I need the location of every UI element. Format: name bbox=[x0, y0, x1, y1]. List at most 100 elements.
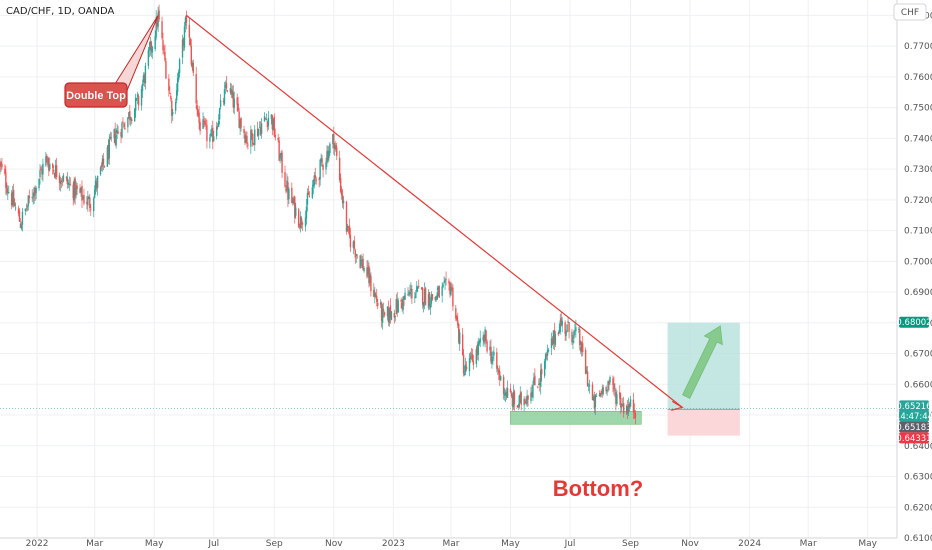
x-tick-label: May bbox=[145, 539, 164, 549]
candle-body bbox=[11, 192, 13, 206]
candle-body bbox=[13, 203, 16, 206]
trendline-arrowhead bbox=[671, 400, 684, 411]
candle-body bbox=[585, 370, 588, 373]
candle-body bbox=[205, 123, 207, 125]
candle-body bbox=[258, 126, 261, 128]
candle-body bbox=[525, 401, 527, 403]
candle-body bbox=[580, 346, 582, 352]
candle-body bbox=[257, 128, 260, 136]
candle-body bbox=[441, 286, 443, 296]
candle-body bbox=[293, 197, 295, 204]
candle-body bbox=[246, 135, 248, 144]
candle-body bbox=[154, 36, 156, 50]
candle-body bbox=[457, 320, 459, 326]
candle-body bbox=[359, 255, 361, 268]
candle-body bbox=[418, 285, 420, 287]
candle-body bbox=[58, 175, 61, 183]
candle-body bbox=[568, 322, 570, 332]
y-tick-label: 0.67000 bbox=[904, 350, 932, 360]
candle-body bbox=[632, 399, 635, 413]
candle-body bbox=[48, 164, 50, 171]
candle-body bbox=[587, 384, 590, 386]
candle-body bbox=[456, 316, 458, 321]
candle-body bbox=[538, 383, 540, 385]
candle-body bbox=[397, 300, 399, 313]
candle-body bbox=[354, 250, 356, 258]
candle-body bbox=[496, 352, 498, 369]
candle-body bbox=[477, 343, 479, 356]
candle-body bbox=[189, 38, 192, 46]
candle-body bbox=[244, 134, 246, 143]
currency-button[interactable]: CHF bbox=[893, 3, 927, 21]
candle-body bbox=[629, 399, 632, 407]
candle-body bbox=[621, 407, 623, 409]
chart-grid bbox=[0, 0, 897, 539]
candle-body bbox=[396, 299, 398, 312]
candle-body bbox=[393, 313, 396, 318]
candle-body bbox=[375, 295, 377, 297]
candle-body bbox=[417, 287, 419, 288]
candle-body bbox=[484, 329, 486, 342]
candle-body bbox=[574, 330, 576, 332]
candle-body bbox=[80, 187, 82, 192]
candle-body bbox=[267, 117, 270, 127]
candle-body bbox=[497, 369, 499, 371]
candle-body bbox=[479, 338, 481, 343]
candle-body bbox=[304, 217, 307, 227]
candle-body bbox=[27, 195, 30, 206]
candle-body bbox=[534, 375, 536, 386]
candle-body bbox=[450, 286, 452, 296]
candle-body bbox=[564, 322, 566, 334]
x-tick-label: Sep bbox=[622, 539, 639, 549]
candle-body bbox=[115, 135, 117, 146]
candle-body bbox=[339, 177, 342, 192]
candle-body bbox=[143, 74, 146, 84]
candle-body bbox=[147, 49, 150, 66]
candle-body bbox=[320, 157, 322, 162]
candle-body bbox=[281, 152, 283, 173]
candle-body bbox=[142, 75, 145, 83]
y-tick-label: 0.72000 bbox=[904, 196, 932, 206]
candle-body bbox=[382, 309, 385, 312]
candle-body bbox=[614, 390, 616, 391]
candle-body bbox=[443, 281, 445, 283]
candle-body bbox=[540, 370, 542, 387]
candle-body bbox=[435, 296, 437, 298]
candle-body bbox=[605, 387, 607, 392]
candle-body bbox=[606, 389, 608, 392]
candle-body bbox=[299, 216, 302, 228]
candle-body bbox=[116, 130, 118, 133]
candle-body bbox=[616, 394, 618, 405]
candle-body bbox=[243, 129, 245, 134]
candle-body bbox=[619, 392, 621, 399]
candle-body bbox=[421, 288, 424, 305]
candle-body bbox=[83, 194, 85, 204]
candle-body bbox=[436, 292, 438, 300]
candle-body bbox=[18, 211, 21, 222]
candle-body bbox=[46, 156, 48, 158]
candle-body bbox=[394, 315, 397, 317]
candle-body bbox=[134, 97, 137, 111]
candle-body bbox=[300, 218, 303, 225]
candle-body bbox=[38, 178, 40, 189]
candle-body bbox=[69, 184, 71, 185]
candle-body bbox=[188, 24, 191, 38]
candle-body bbox=[8, 191, 10, 193]
stop-price-badge: 0.64331 bbox=[896, 434, 931, 444]
candle-body bbox=[170, 95, 172, 99]
candle-body bbox=[294, 196, 296, 218]
y-tick-label: 0.63000 bbox=[904, 473, 932, 483]
candle-body bbox=[362, 258, 364, 270]
candle-body bbox=[41, 170, 43, 175]
candle-body bbox=[87, 197, 89, 206]
candle-body bbox=[383, 312, 386, 316]
candle-body bbox=[109, 136, 111, 139]
candle-body bbox=[106, 147, 109, 167]
candle-body bbox=[259, 127, 262, 135]
current-price-badge-bg bbox=[899, 400, 929, 412]
candle-body bbox=[551, 338, 554, 346]
candle-body bbox=[322, 164, 324, 170]
candle-body bbox=[395, 298, 397, 315]
current-price-badge: 0.65216 bbox=[896, 402, 931, 412]
